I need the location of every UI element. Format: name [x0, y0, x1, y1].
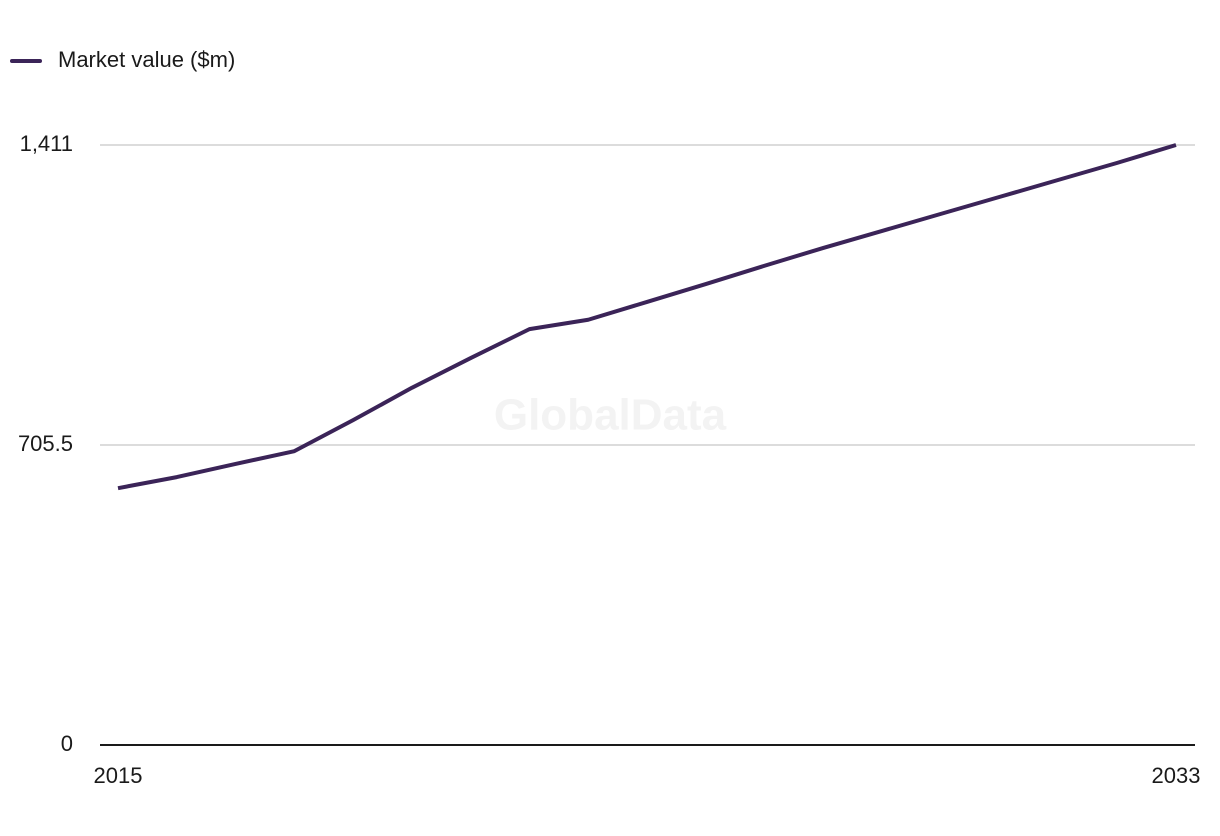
x-tick-label: 2015	[94, 763, 143, 788]
x-tick-label: 2033	[1152, 763, 1201, 788]
y-tick-label: 705.5	[18, 431, 73, 456]
data-line	[117, 143, 1177, 491]
legend-label: Market value ($m)	[58, 47, 235, 72]
y-tick-label: 1,411	[20, 131, 73, 156]
watermark: GlobalData	[494, 391, 727, 440]
y-tick-label: 0	[61, 731, 73, 756]
